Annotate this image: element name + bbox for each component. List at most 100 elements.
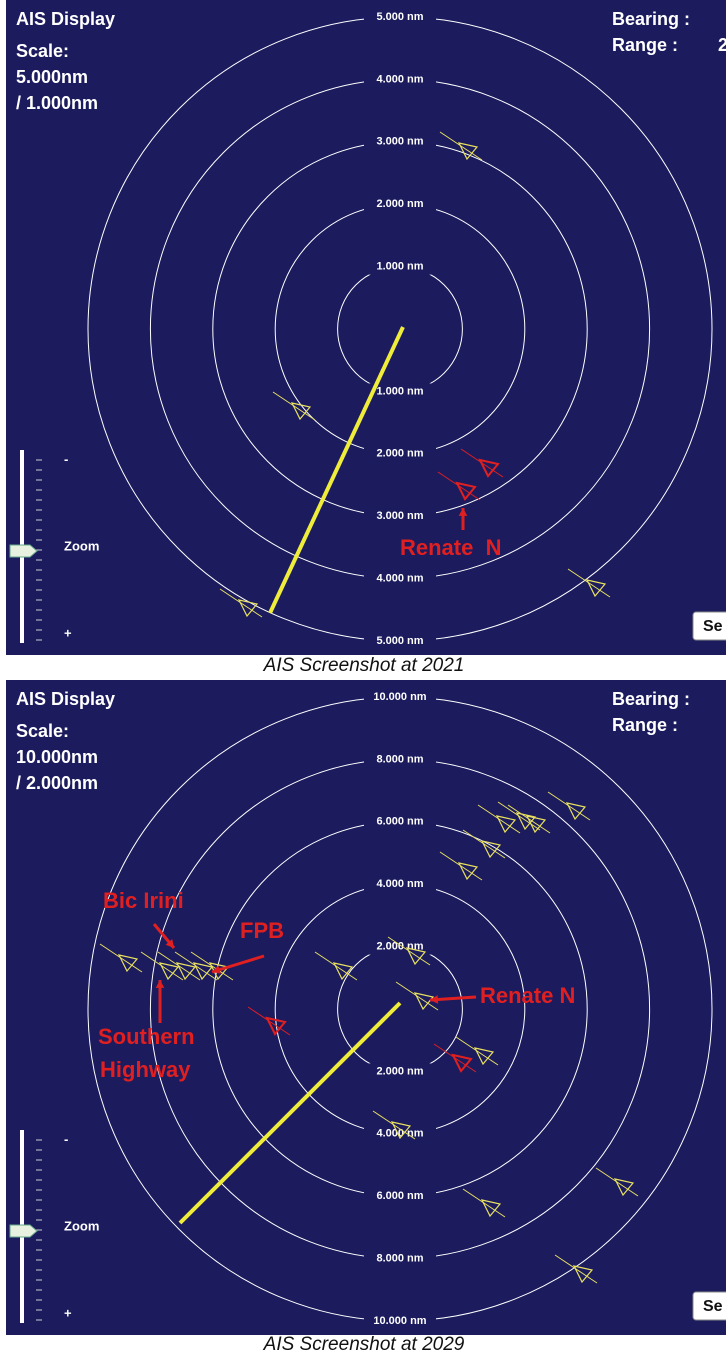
ring-label: 4.000 nm: [376, 73, 423, 85]
ring-label-bg: [364, 813, 436, 830]
zoom-plus: +: [64, 625, 72, 640]
ship-icon: [457, 142, 479, 161]
ring-label-bg: [364, 1125, 436, 1142]
annotation-arrowhead: [430, 995, 439, 1004]
annotation-arrowhead: [458, 508, 468, 516]
ring-label-bg: [364, 383, 436, 400]
annotation: Highway: [100, 1057, 191, 1082]
select-button-label: Se: [703, 618, 723, 635]
ship-icon: [457, 862, 479, 881]
annotation-arrowhead: [212, 965, 221, 974]
ring-label: 3.000 nm: [376, 510, 423, 522]
ring-label: 2.000 nm: [376, 448, 423, 460]
ring-label-bg: [364, 633, 436, 649]
ring-label-bg: [364, 570, 436, 587]
bearing-label: Bearing :: [612, 9, 690, 29]
annotation: Renate N: [400, 535, 501, 560]
ring-label: 10.000 nm: [373, 1315, 426, 1327]
header-title: AIS Display: [16, 689, 115, 709]
header-scale-sub: / 1.000nm: [16, 93, 98, 113]
range-ring: [274, 883, 526, 1135]
ship-icon: [117, 954, 139, 973]
ring-label-bg: [364, 751, 436, 768]
ship-icon: [473, 1047, 495, 1066]
ais-panel: 5.000 nm 4.000 nm 3.000 nm 2.000 nm 1.000 nm…: [6, 0, 726, 655]
range-ring: [149, 758, 651, 1260]
zoom-handle[interactable]: [9, 544, 38, 558]
ship-icon: [175, 962, 197, 981]
ring-label-bg: [364, 508, 436, 525]
ring-label-bg: [364, 71, 436, 88]
annotation: Renate N: [480, 983, 575, 1008]
ring-label-bg: [364, 445, 436, 462]
ship-icon: [158, 962, 180, 981]
header-scale: 5.000nm: [16, 67, 88, 87]
ship-icon: [495, 815, 517, 834]
ship-icon: [405, 947, 427, 966]
ship-icon: [613, 1178, 635, 1197]
header-scale-sub: / 2.000nm: [16, 773, 98, 793]
caption: AIS Screenshot at 2021: [263, 655, 465, 676]
ship-icon: [525, 815, 547, 834]
ship-icon: [572, 1265, 594, 1284]
heading-line: [268, 326, 405, 614]
ship-icon: [480, 1199, 502, 1218]
annotation: Southern: [98, 1024, 195, 1049]
bearing-label: Bearing :: [612, 689, 690, 709]
ship-icon: [585, 579, 607, 598]
ring-label: 6.000 nm: [376, 816, 423, 828]
ship-icon: [290, 402, 312, 421]
ship-icon: [451, 1053, 473, 1073]
zoom-minus: -: [64, 1131, 68, 1146]
ring-label-bg: [364, 9, 436, 25]
ship-icon: [413, 992, 435, 1011]
ring-label-bg: [364, 1250, 436, 1267]
range-label: Range :: [612, 715, 678, 735]
caption: AIS Screenshot at 2029: [263, 1334, 465, 1355]
heading-line: [178, 1001, 402, 1225]
zoom-label: Zoom: [64, 538, 99, 553]
ring-label: 8.000 nm: [376, 1253, 423, 1265]
header-scale: 10.000nm: [16, 747, 98, 767]
ring-label-bg: [364, 1063, 436, 1080]
annotation: Bic Irini: [103, 888, 184, 913]
ring-label: 1.000 nm: [376, 261, 423, 273]
ring-label: 2.000 nm: [376, 1065, 423, 1077]
range-label: Range :: [612, 35, 678, 55]
range-ring: [337, 946, 463, 1072]
ring-label: 10.000 nm: [373, 691, 426, 703]
ais-display: 10.000 nm 8.000 nm 6.000 nm 4.000 nm 2.000 n…: [9, 689, 726, 1329]
annotation: FPB: [240, 918, 284, 943]
zoom-plus: +: [64, 1305, 72, 1320]
ship-icon: [565, 802, 587, 821]
ring-label: 3.000 nm: [376, 136, 423, 148]
zoom-handle[interactable]: [9, 1224, 38, 1238]
ring-label: 5.000 nm: [376, 11, 423, 23]
annotation-arrowhead: [165, 939, 174, 948]
ring-label-bg: [364, 1313, 436, 1329]
ring-label: 8.000 nm: [376, 753, 423, 765]
ship-icon: [390, 1121, 412, 1140]
range-value: 2: [718, 35, 726, 55]
ais-display: 5.000 nm 4.000 nm 3.000 nm 2.000 nm 1.000 nm…: [9, 9, 726, 649]
ship-icon: [455, 481, 477, 501]
ais-panel: 10.000 nm 8.000 nm 6.000 nm 4.000 nm 2.000 n…: [6, 680, 726, 1335]
annotation-arrowhead: [155, 980, 165, 988]
ring-label-bg: [364, 196, 436, 213]
select-button[interactable]: [692, 611, 726, 641]
select-button-label: Se: [703, 1298, 723, 1315]
ring-label: 5.000 nm: [376, 635, 423, 647]
range-ring: [87, 696, 713, 1322]
ring-label: 1.000 nm: [376, 385, 423, 397]
ring-label-bg: [364, 133, 436, 150]
select-button[interactable]: [692, 1291, 726, 1321]
header-scale-label: Scale:: [16, 41, 69, 61]
ship-icon: [265, 1016, 287, 1036]
ship-icon: [480, 840, 502, 859]
header-title: AIS Display: [16, 9, 115, 29]
ring-label-bg: [364, 1188, 436, 1205]
zoom-label: Zoom: [64, 1218, 99, 1233]
ring-label: 6.000 nm: [376, 1190, 423, 1202]
ring-label: 2.000 nm: [376, 198, 423, 210]
ring-label: 4.000 nm: [376, 573, 423, 585]
